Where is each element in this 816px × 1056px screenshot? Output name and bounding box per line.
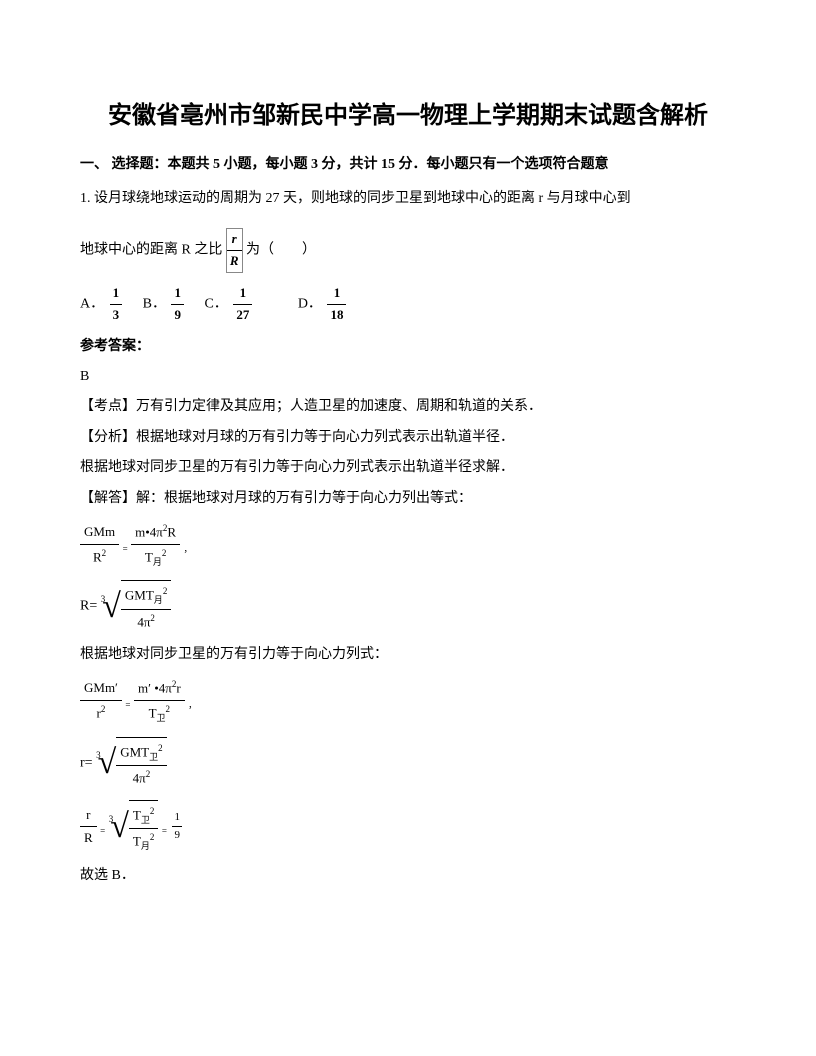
option-a-num: 1 [110, 283, 123, 305]
cube-root-3: 3 √ T卫2 T月2 [109, 800, 159, 855]
option-c-fraction: 1 27 [233, 283, 252, 326]
conclusion: 故选 B． [80, 865, 736, 887]
analysis-kaodian: 【考点】万有引力定律及其应用；人造卫星的加速度、周期和轨道的关系． [80, 396, 736, 418]
options-row: A． 1 3 B． 1 9 C． 1 27 D． 1 18 [80, 283, 736, 326]
f1-ln: GMm [84, 524, 115, 539]
f3-ln: GMm′ [84, 680, 118, 695]
f1-rd: T [145, 549, 153, 564]
option-b-num: 1 [171, 283, 184, 305]
question-text-part1: 设月球绕地球运动的周期为 27 天，则地球的同步卫星到地球中心的距离 r 与月球… [94, 191, 631, 206]
option-a: A． 1 3 [80, 283, 124, 326]
formula-1: GMm R2 = m•4π2R T月2 ， [80, 520, 736, 570]
f3-rn: m′ •4π [138, 681, 172, 696]
option-d-den: 18 [327, 305, 346, 326]
analysis-line3: 根据地球对同步卫星的万有引力等于向心力列式表示出轨道半径求解． [80, 457, 736, 479]
eq2: = [162, 826, 167, 836]
option-a-label: A． [80, 296, 104, 311]
ratio-fraction: r R [226, 228, 243, 273]
question-1: 1. 设月球绕地球运动的周期为 27 天，则地球的同步卫星到地球中心的距离 r … [80, 188, 736, 887]
root-content-2: GMT卫2 4π2 [116, 737, 166, 790]
option-d: D． 1 18 [298, 283, 349, 326]
option-a-den: 3 [110, 305, 123, 326]
option-b-den: 9 [171, 305, 184, 326]
answer-value: B [80, 366, 736, 388]
f1-rr: R [167, 524, 176, 539]
f3-rr: r [176, 681, 180, 696]
f1-ld: R [93, 549, 102, 564]
cube-root-1: 3 √ GMT月2 4π2 [101, 580, 172, 633]
f2-n: GMT [125, 588, 154, 603]
option-c-label: C． [204, 296, 227, 311]
fr-d: R [80, 827, 97, 850]
option-b-label: B． [143, 296, 166, 311]
res-n: 1 [172, 809, 182, 828]
fr-n: r [80, 804, 97, 828]
section-header: 一、 选择题：本题共 5 小题，每小题 3 分，共计 15 分．每小题只有一个选… [80, 154, 736, 176]
option-c: C． 1 27 [204, 283, 254, 326]
question-text-suffix: 为（ ） [246, 243, 316, 258]
option-c-den: 27 [233, 305, 252, 326]
formula3-right: m′ •4π2r T卫2 [134, 676, 185, 726]
formula-2: R= 3 √ GMT月2 4π2 [80, 580, 736, 633]
formula1-left: GMm R2 [80, 521, 119, 569]
answer-label: 参考答案： [80, 336, 736, 358]
option-d-num: 1 [327, 283, 346, 305]
formula-5: r R = 3 √ T卫2 T月2 = 1 9 [80, 800, 736, 855]
ratio-den: R [227, 251, 242, 272]
option-a-fraction: 1 3 [110, 283, 123, 326]
final-result: 1 9 [172, 809, 182, 845]
f2-d: 4π [137, 614, 150, 629]
formula1-right: m•4π2R T月2 [131, 520, 180, 570]
option-c-num: 1 [233, 283, 252, 305]
cube-root-2: 3 √ GMT卫2 4π2 [96, 737, 167, 790]
option-d-label: D． [298, 296, 322, 311]
r-lower-equals: r= [80, 755, 93, 770]
r-equals: R= [80, 599, 97, 614]
eq1: = [100, 826, 105, 836]
analysis-jieda: 【解答】解：根据地球对月球的万有引力等于向心力列出等式： [80, 488, 736, 510]
res-d: 9 [172, 827, 182, 845]
formula-3: GMm′ r2 = m′ •4π2r T卫2 ， [80, 676, 736, 726]
option-b: B． 1 9 [143, 283, 186, 326]
formula3-left: GMm′ r2 [80, 677, 122, 725]
root-content-1: GMT月2 4π2 [121, 580, 171, 633]
question-text-line2: 地球中心的距离 R 之比 r R 为（ ） [80, 228, 736, 273]
f1-rn: m•4π [135, 524, 163, 539]
option-d-fraction: 1 18 [327, 283, 346, 326]
option-b-fraction: 1 9 [171, 283, 184, 326]
analysis-line5: 根据地球对同步卫星的万有引力等于向心力列式： [80, 644, 736, 666]
question-text-line1: 1. 设月球绕地球运动的周期为 27 天，则地球的同步卫星到地球中心的距离 r … [80, 188, 736, 210]
ratio-num: r [227, 229, 242, 251]
root-content-3: T卫2 T月2 [129, 800, 158, 855]
question-text-prefix: 地球中心的距离 R 之比 [80, 243, 222, 258]
analysis-fenxi: 【分析】根据地球对月球的万有引力等于向心力列式表示出轨道半径． [80, 427, 736, 449]
document-title: 安徽省亳州市邹新民中学高一物理上学期期末试题含解析 [80, 100, 736, 134]
final-ratio: r R [80, 804, 97, 851]
formula-4: r= 3 √ GMT卫2 4π2 [80, 737, 736, 790]
question-number: 1. [80, 191, 91, 206]
